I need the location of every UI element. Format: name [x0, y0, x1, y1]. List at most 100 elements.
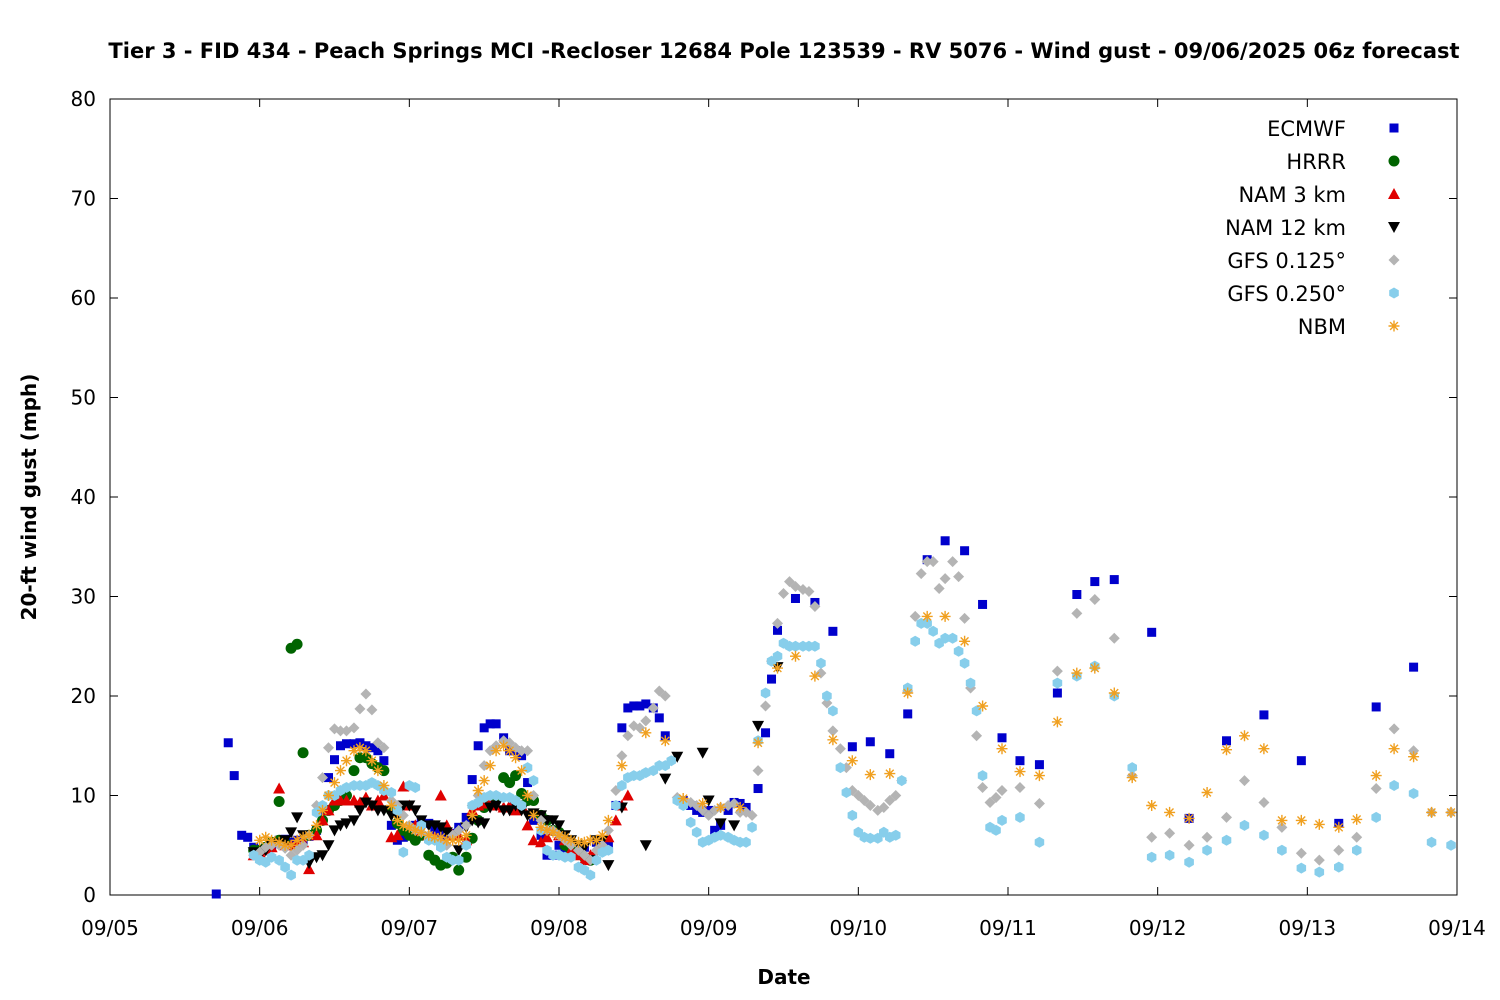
data-point — [323, 742, 335, 754]
x-tick-label: 09/13 — [1279, 916, 1337, 940]
data-point — [273, 836, 285, 848]
data-point — [409, 824, 421, 836]
data-point — [1202, 844, 1212, 856]
data-point — [640, 727, 652, 739]
legend-marker — [1388, 222, 1400, 233]
data-point — [915, 568, 927, 580]
data-point — [634, 722, 646, 734]
data-point — [328, 825, 341, 837]
data-point — [353, 805, 366, 817]
data-point — [341, 739, 351, 749]
data-point — [1295, 814, 1307, 826]
data-point — [311, 819, 322, 831]
data-point — [940, 632, 950, 644]
data-point — [1258, 743, 1270, 755]
data-point — [1388, 723, 1400, 735]
data-point — [622, 730, 634, 742]
data-point — [697, 798, 709, 809]
data-point — [317, 772, 329, 784]
data-point — [504, 745, 516, 757]
legend-item-ecmwf: ECMWF — [1267, 117, 1399, 141]
y-tick-label: 10 — [71, 784, 96, 808]
data-point — [978, 599, 988, 609]
data-point — [434, 789, 447, 801]
y-tick-label: 80 — [71, 87, 96, 111]
data-point — [659, 690, 671, 702]
data-point — [584, 834, 596, 846]
data-point — [366, 704, 378, 716]
data-point — [535, 821, 547, 833]
data-point — [304, 849, 314, 861]
data-point — [1221, 744, 1232, 756]
legend-label: HRRR — [1286, 150, 1346, 174]
data-point — [461, 812, 471, 822]
data-point — [341, 782, 352, 793]
legend-label: GFS 0.125° — [1227, 249, 1346, 273]
legend-marker — [1388, 254, 1400, 266]
data-point — [354, 703, 366, 715]
legend-marker — [1389, 123, 1399, 133]
data-point — [728, 797, 740, 809]
data-point — [616, 760, 628, 772]
data-point — [377, 805, 390, 817]
data-point — [997, 814, 1007, 826]
data-point — [229, 771, 239, 781]
legend-marker — [1388, 155, 1400, 167]
data-point — [753, 784, 763, 794]
data-point — [266, 851, 277, 863]
data-point — [734, 801, 746, 813]
data-point — [847, 742, 857, 752]
data-point — [959, 657, 970, 669]
data-point — [1090, 577, 1100, 587]
data-point — [1259, 829, 1269, 841]
data-point — [977, 770, 988, 782]
data-point — [1146, 800, 1158, 811]
data-point — [752, 720, 765, 732]
legend-label: NAM 3 km — [1238, 183, 1346, 207]
data-point — [348, 765, 360, 777]
data-point — [1313, 854, 1325, 866]
data-point — [728, 820, 741, 832]
data-point — [1164, 827, 1176, 839]
data-point — [1201, 831, 1213, 843]
data-point — [527, 834, 540, 846]
data-point — [947, 632, 958, 644]
data-point — [348, 745, 360, 757]
data-point — [834, 743, 846, 755]
data-point — [677, 793, 689, 804]
data-point — [816, 657, 826, 669]
data-point — [953, 571, 965, 583]
x-tick-label: 09/07 — [381, 916, 439, 940]
data-point — [1445, 806, 1457, 818]
data-point — [602, 860, 615, 872]
data-point — [1389, 780, 1399, 791]
data-point — [211, 889, 221, 899]
data-point — [790, 650, 801, 662]
data-point — [715, 801, 727, 813]
data-point — [1426, 806, 1438, 818]
y-tick-label: 20 — [71, 684, 96, 708]
data-point — [609, 814, 622, 826]
x-tick-label: 09/05 — [81, 916, 139, 940]
data-point — [392, 804, 403, 816]
data-point — [654, 713, 664, 723]
data-point — [1221, 811, 1233, 823]
data-point — [297, 831, 309, 843]
data-point — [1072, 590, 1082, 600]
data-point — [841, 787, 852, 798]
data-point — [322, 840, 335, 852]
data-point — [1238, 775, 1250, 787]
data-point — [409, 805, 422, 817]
legend-item-nam-12-km: NAM 12 km — [1225, 216, 1400, 240]
data-point — [741, 836, 751, 848]
data-point — [591, 854, 602, 866]
y-tick-label: 40 — [71, 485, 96, 509]
data-point — [891, 829, 901, 841]
data-point — [1183, 812, 1195, 824]
data-point — [354, 742, 366, 754]
data-point — [696, 747, 709, 759]
data-point — [441, 834, 453, 846]
data-point — [553, 829, 565, 841]
data-point — [809, 670, 821, 682]
data-point — [516, 745, 528, 757]
